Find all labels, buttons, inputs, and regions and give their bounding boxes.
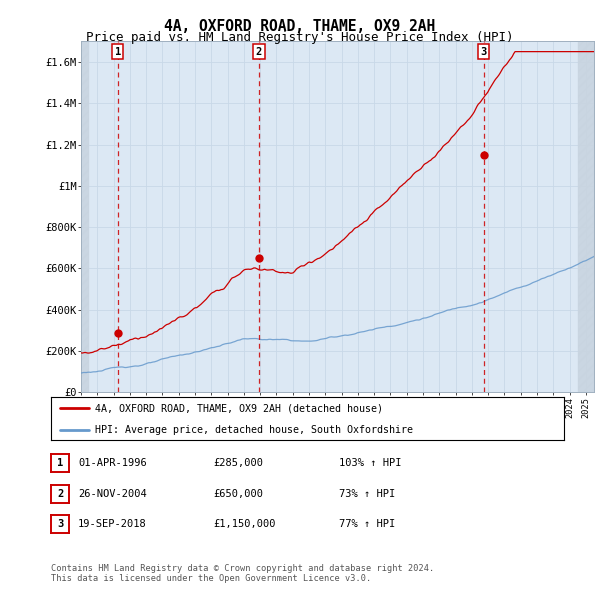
Text: £285,000: £285,000 — [213, 458, 263, 468]
Text: £650,000: £650,000 — [213, 489, 263, 499]
Text: 26-NOV-2004: 26-NOV-2004 — [78, 489, 147, 499]
Bar — [578, 41, 594, 392]
Bar — [81, 41, 89, 392]
Text: 4A, OXFORD ROAD, THAME, OX9 2AH (detached house): 4A, OXFORD ROAD, THAME, OX9 2AH (detache… — [95, 404, 383, 414]
Text: 19-SEP-2018: 19-SEP-2018 — [78, 519, 147, 529]
Text: 1: 1 — [115, 47, 121, 57]
Text: 1: 1 — [57, 458, 63, 468]
Text: Price paid vs. HM Land Registry's House Price Index (HPI): Price paid vs. HM Land Registry's House … — [86, 31, 514, 44]
Text: Contains HM Land Registry data © Crown copyright and database right 2024.
This d: Contains HM Land Registry data © Crown c… — [51, 563, 434, 583]
Text: 01-APR-1996: 01-APR-1996 — [78, 458, 147, 468]
Text: 73% ↑ HPI: 73% ↑ HPI — [339, 489, 395, 499]
Text: 2: 2 — [256, 47, 262, 57]
Text: 3: 3 — [481, 47, 487, 57]
Text: 103% ↑ HPI: 103% ↑ HPI — [339, 458, 401, 468]
Text: 4A, OXFORD ROAD, THAME, OX9 2AH: 4A, OXFORD ROAD, THAME, OX9 2AH — [164, 19, 436, 34]
Text: 3: 3 — [57, 519, 63, 529]
Text: 2: 2 — [57, 489, 63, 499]
Text: £1,150,000: £1,150,000 — [213, 519, 275, 529]
Text: HPI: Average price, detached house, South Oxfordshire: HPI: Average price, detached house, Sout… — [95, 425, 413, 435]
Text: 77% ↑ HPI: 77% ↑ HPI — [339, 519, 395, 529]
